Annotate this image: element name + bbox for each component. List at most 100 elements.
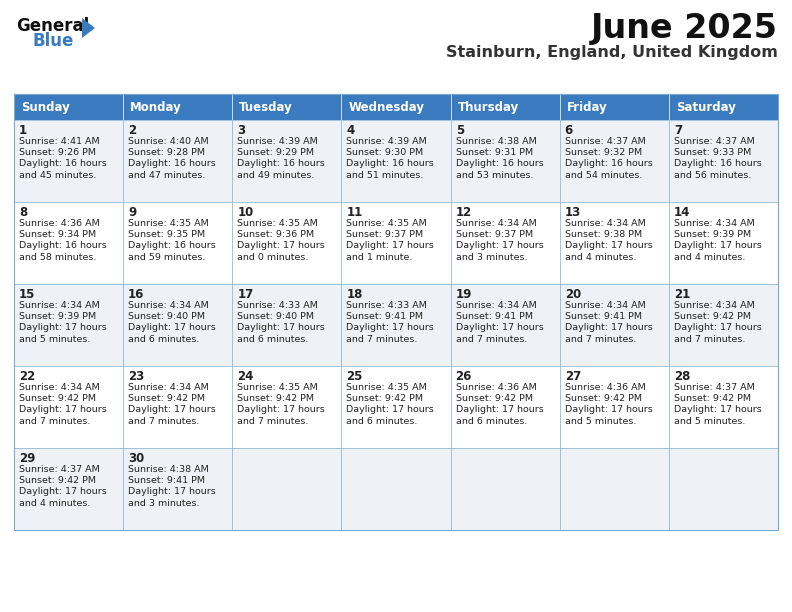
- Text: 28: 28: [674, 370, 691, 383]
- Text: Sunset: 9:39 PM: Sunset: 9:39 PM: [19, 312, 96, 321]
- Text: Daylight: 17 hours
and 7 minutes.: Daylight: 17 hours and 7 minutes.: [455, 323, 543, 344]
- Text: Daylight: 17 hours
and 7 minutes.: Daylight: 17 hours and 7 minutes.: [128, 405, 216, 426]
- Text: Sunset: 9:36 PM: Sunset: 9:36 PM: [238, 230, 314, 239]
- Text: 19: 19: [455, 288, 472, 301]
- Text: 21: 21: [674, 288, 690, 301]
- Text: Sunrise: 4:34 AM: Sunrise: 4:34 AM: [128, 301, 209, 310]
- Text: Daylight: 17 hours
and 6 minutes.: Daylight: 17 hours and 6 minutes.: [346, 405, 434, 426]
- Text: Wednesday: Wednesday: [348, 100, 425, 113]
- Text: 5: 5: [455, 124, 464, 137]
- Bar: [341, 120, 451, 202]
- Text: Daylight: 17 hours
and 7 minutes.: Daylight: 17 hours and 7 minutes.: [238, 405, 325, 426]
- Text: Sunrise: 4:37 AM: Sunrise: 4:37 AM: [565, 137, 645, 146]
- Text: Sunrise: 4:39 AM: Sunrise: 4:39 AM: [346, 137, 427, 146]
- Bar: [669, 448, 778, 530]
- Bar: [14, 202, 123, 284]
- Text: Sunset: 9:32 PM: Sunset: 9:32 PM: [565, 148, 642, 157]
- Text: 9: 9: [128, 206, 136, 219]
- Text: Sunset: 9:42 PM: Sunset: 9:42 PM: [674, 394, 751, 403]
- Bar: [123, 202, 232, 284]
- Text: Sunrise: 4:35 AM: Sunrise: 4:35 AM: [238, 219, 318, 228]
- Text: General: General: [16, 17, 89, 35]
- Text: Daylight: 16 hours
and 47 minutes.: Daylight: 16 hours and 47 minutes.: [128, 159, 216, 180]
- Text: Sunrise: 4:34 AM: Sunrise: 4:34 AM: [19, 301, 100, 310]
- Bar: [232, 448, 341, 530]
- Text: Sunrise: 4:36 AM: Sunrise: 4:36 AM: [19, 219, 100, 228]
- Text: Sunset: 9:29 PM: Sunset: 9:29 PM: [238, 148, 314, 157]
- Text: 25: 25: [346, 370, 363, 383]
- Text: Thursday: Thursday: [458, 100, 519, 113]
- Text: Daylight: 17 hours
and 7 minutes.: Daylight: 17 hours and 7 minutes.: [674, 323, 762, 344]
- Polygon shape: [82, 18, 95, 38]
- Text: Sunset: 9:30 PM: Sunset: 9:30 PM: [346, 148, 424, 157]
- Text: Daylight: 17 hours
and 4 minutes.: Daylight: 17 hours and 4 minutes.: [565, 241, 653, 262]
- Text: Sunrise: 4:37 AM: Sunrise: 4:37 AM: [674, 383, 755, 392]
- Text: Sunrise: 4:41 AM: Sunrise: 4:41 AM: [19, 137, 100, 146]
- Text: Daylight: 17 hours
and 7 minutes.: Daylight: 17 hours and 7 minutes.: [346, 323, 434, 344]
- Bar: [669, 202, 778, 284]
- Text: Sunrise: 4:35 AM: Sunrise: 4:35 AM: [346, 219, 427, 228]
- Text: Sunrise: 4:34 AM: Sunrise: 4:34 AM: [674, 301, 755, 310]
- Text: Sunset: 9:42 PM: Sunset: 9:42 PM: [128, 394, 205, 403]
- Text: Sunset: 9:41 PM: Sunset: 9:41 PM: [565, 312, 642, 321]
- Bar: [123, 120, 232, 202]
- Text: Friday: Friday: [567, 100, 607, 113]
- Text: Daylight: 17 hours
and 4 minutes.: Daylight: 17 hours and 4 minutes.: [674, 241, 762, 262]
- Text: June 2025: June 2025: [591, 12, 778, 45]
- Text: Sunset: 9:34 PM: Sunset: 9:34 PM: [19, 230, 96, 239]
- Bar: [560, 366, 669, 448]
- Bar: [123, 284, 232, 366]
- Text: Sunrise: 4:36 AM: Sunrise: 4:36 AM: [455, 383, 536, 392]
- Text: Daylight: 17 hours
and 0 minutes.: Daylight: 17 hours and 0 minutes.: [238, 241, 325, 262]
- Text: Sunrise: 4:35 AM: Sunrise: 4:35 AM: [128, 219, 209, 228]
- Text: Sunset: 9:42 PM: Sunset: 9:42 PM: [19, 394, 96, 403]
- Text: Sunset: 9:40 PM: Sunset: 9:40 PM: [128, 312, 205, 321]
- Text: 15: 15: [19, 288, 36, 301]
- Text: #111111: #111111: [16, 15, 22, 16]
- Text: Daylight: 17 hours
and 3 minutes.: Daylight: 17 hours and 3 minutes.: [455, 241, 543, 262]
- Bar: [232, 202, 341, 284]
- Text: Daylight: 17 hours
and 3 minutes.: Daylight: 17 hours and 3 minutes.: [128, 487, 216, 508]
- Text: 26: 26: [455, 370, 472, 383]
- Bar: [14, 94, 778, 530]
- Text: Saturday: Saturday: [676, 100, 736, 113]
- Text: 23: 23: [128, 370, 144, 383]
- Text: 27: 27: [565, 370, 581, 383]
- Text: Sunset: 9:28 PM: Sunset: 9:28 PM: [128, 148, 205, 157]
- Text: 20: 20: [565, 288, 581, 301]
- Bar: [560, 94, 669, 120]
- Text: Daylight: 16 hours
and 54 minutes.: Daylight: 16 hours and 54 minutes.: [565, 159, 653, 180]
- Text: Sunrise: 4:37 AM: Sunrise: 4:37 AM: [674, 137, 755, 146]
- Text: 17: 17: [238, 288, 253, 301]
- Text: Sunset: 9:37 PM: Sunset: 9:37 PM: [455, 230, 533, 239]
- Bar: [123, 448, 232, 530]
- Text: Sunrise: 4:33 AM: Sunrise: 4:33 AM: [346, 301, 428, 310]
- Text: Blue: Blue: [32, 32, 74, 50]
- Text: 8: 8: [19, 206, 27, 219]
- Bar: [341, 94, 451, 120]
- Bar: [14, 366, 123, 448]
- Bar: [123, 94, 232, 120]
- Text: 29: 29: [19, 452, 36, 465]
- Bar: [341, 366, 451, 448]
- Text: 11: 11: [346, 206, 363, 219]
- Bar: [232, 120, 341, 202]
- Bar: [232, 284, 341, 366]
- Text: 7: 7: [674, 124, 682, 137]
- Bar: [451, 448, 560, 530]
- Text: 1: 1: [19, 124, 27, 137]
- Text: Daylight: 17 hours
and 6 minutes.: Daylight: 17 hours and 6 minutes.: [128, 323, 216, 344]
- Bar: [560, 202, 669, 284]
- Text: Sunset: 9:42 PM: Sunset: 9:42 PM: [674, 312, 751, 321]
- Text: Sunrise: 4:38 AM: Sunrise: 4:38 AM: [128, 465, 209, 474]
- Text: Sunrise: 4:34 AM: Sunrise: 4:34 AM: [455, 219, 536, 228]
- Bar: [14, 94, 123, 120]
- Text: Monday: Monday: [130, 100, 182, 113]
- Text: Sunrise: 4:37 AM: Sunrise: 4:37 AM: [19, 465, 100, 474]
- Bar: [232, 94, 341, 120]
- Bar: [123, 366, 232, 448]
- Bar: [451, 202, 560, 284]
- Text: 12: 12: [455, 206, 472, 219]
- Text: Sunrise: 4:34 AM: Sunrise: 4:34 AM: [674, 219, 755, 228]
- Bar: [14, 284, 123, 366]
